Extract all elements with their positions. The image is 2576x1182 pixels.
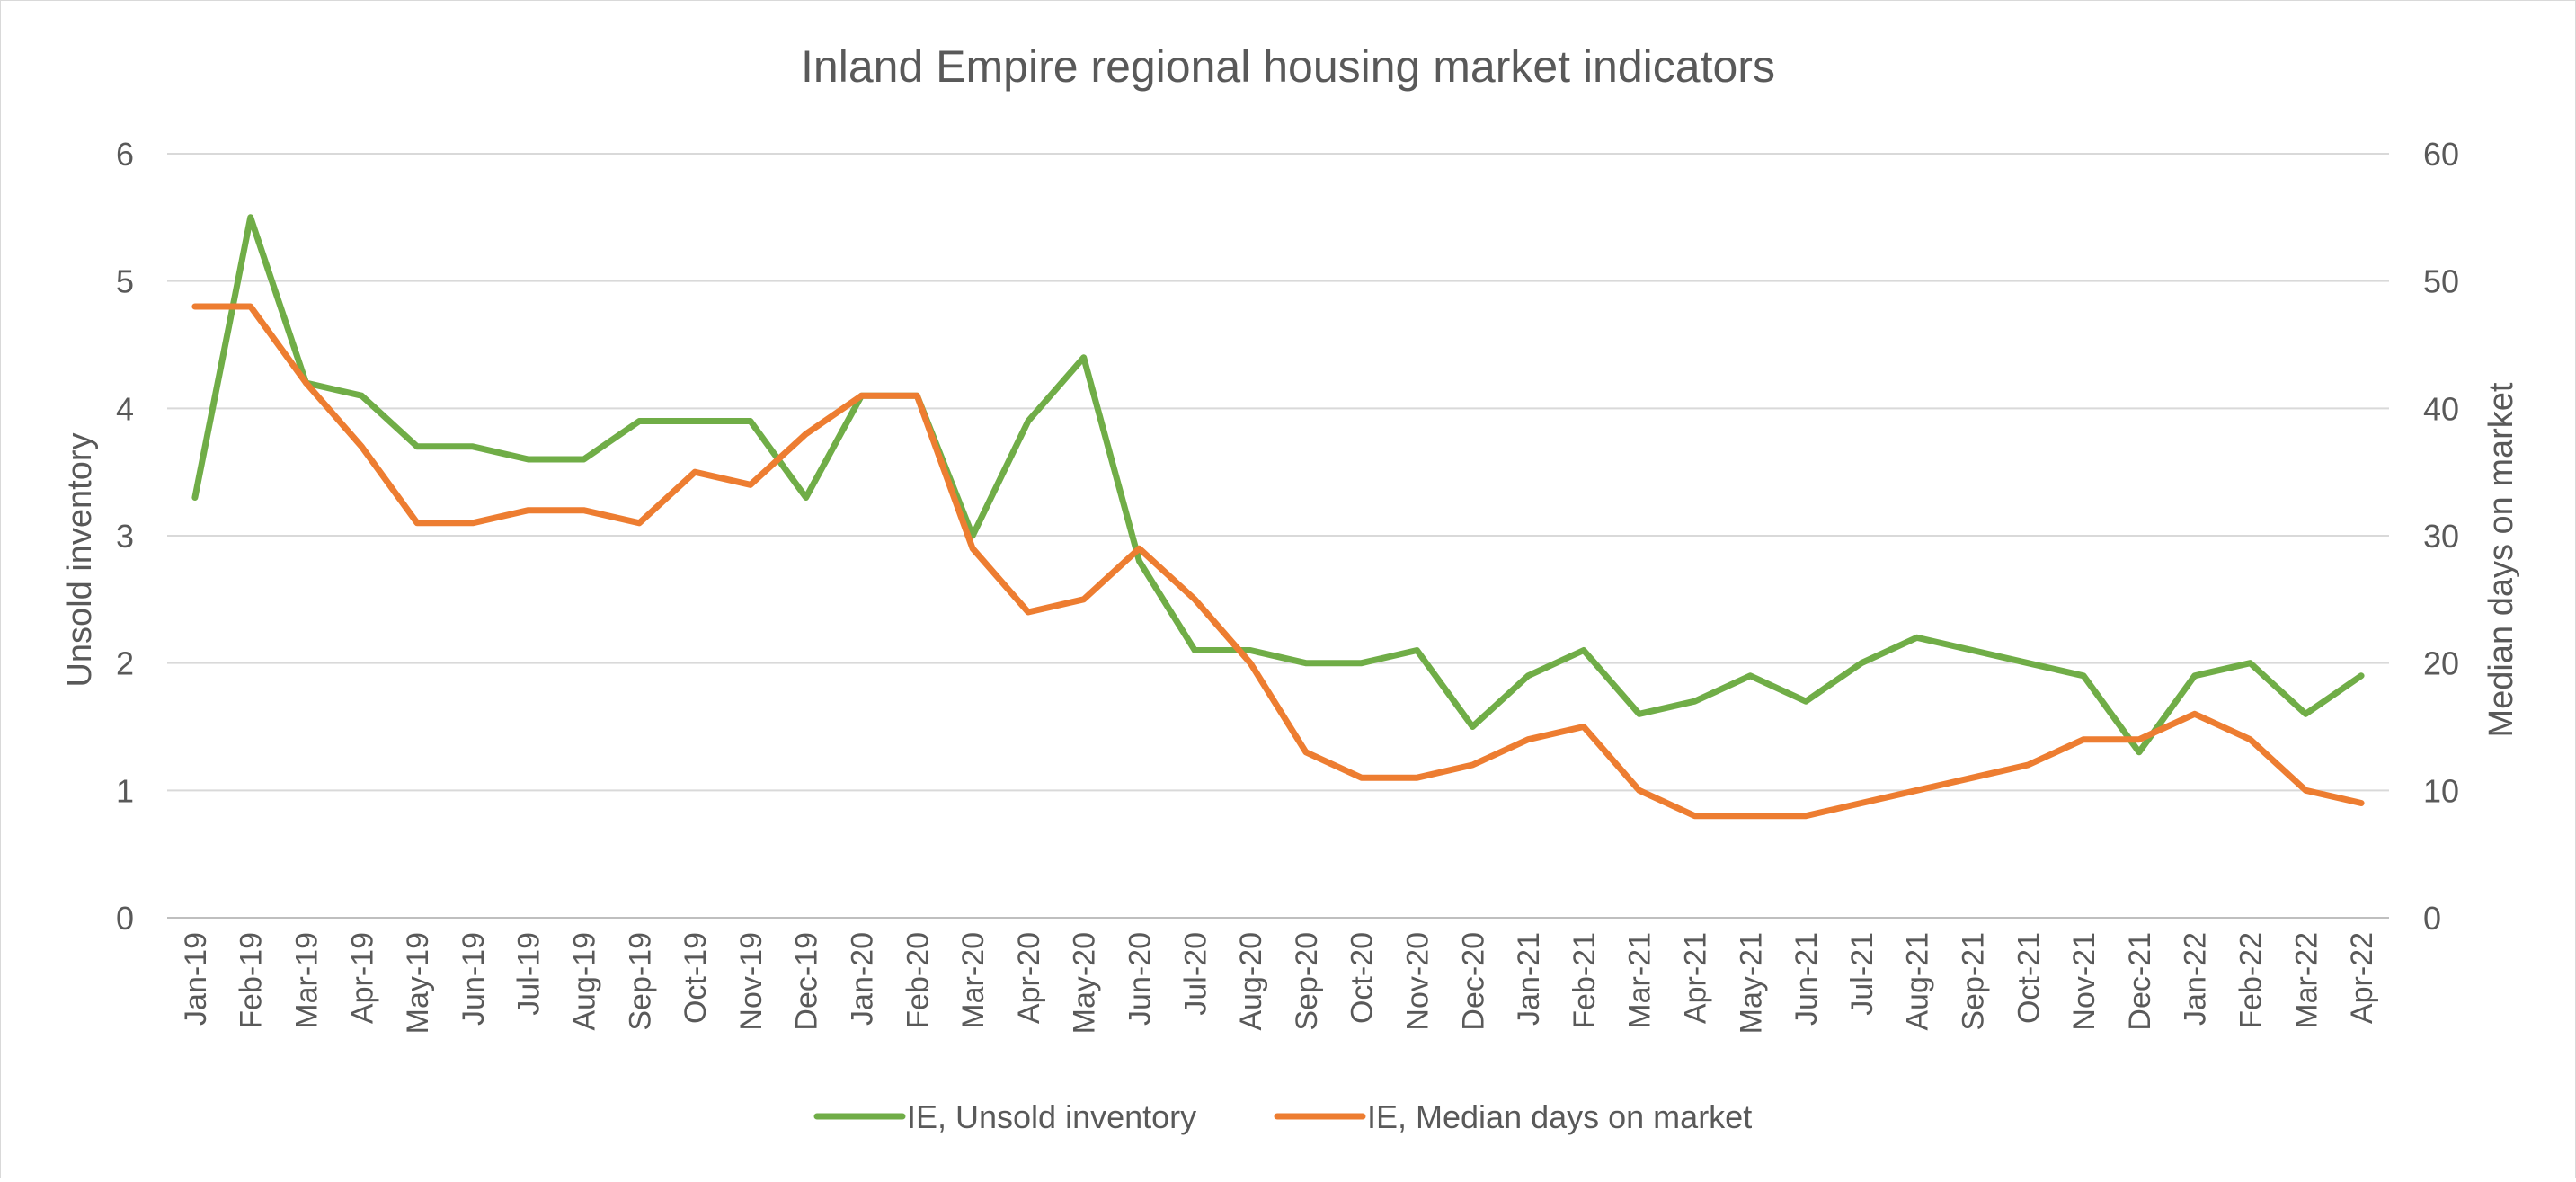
right-tick-label: 0 [2423,900,2441,937]
x-tick-label: Jun-21 [1790,932,1824,1026]
x-tick-label: May-19 [401,932,435,1034]
x-tick-label: Dec-20 [1456,932,1490,1031]
x-tick-label: Apr-20 [1012,932,1046,1024]
x-tick-label: Mar-20 [956,932,990,1029]
x-tick-label: Jun-19 [457,932,491,1026]
x-tick-label: Jun-20 [1124,932,1158,1026]
x-tick-label: Sep-21 [1957,932,1991,1031]
x-tick-label: May-20 [1068,932,1102,1034]
left-axis-ticks: 0 1 2 3 4 5 6 [116,136,134,937]
left-tick-label: 2 [116,645,134,682]
x-tick-label: Jan-21 [1512,932,1546,1026]
x-tick-label: May-21 [1734,932,1768,1034]
x-tick-label: Jan-19 [179,932,213,1026]
x-tick-label: Apr-21 [1679,932,1713,1024]
left-tick-label: 4 [116,390,134,427]
x-tick-label: Feb-19 [235,932,269,1029]
x-tick-label: Feb-22 [2234,932,2269,1029]
x-tick-label: Aug-21 [1901,932,1935,1031]
x-tick-label: Apr-22 [2345,932,2379,1024]
x-tick-label: Jan-20 [846,932,880,1026]
x-tick-label: Dec-21 [2123,932,2157,1031]
series-line-1 [191,214,2365,756]
right-tick-label: 50 [2423,263,2459,300]
x-tick-label: Apr-19 [345,932,379,1024]
right-tick-label: 40 [2423,390,2459,427]
right-tick-label: 30 [2423,518,2459,555]
x-tick-label: Jul-19 [512,932,546,1016]
x-tick-label: Oct-20 [1346,932,1380,1024]
left-tick-label: 6 [116,136,134,173]
series-line-2 [191,303,2365,820]
left-tick-label: 5 [116,263,134,300]
x-tick-label: Feb-21 [1568,932,1602,1029]
left-tick-label: 1 [116,772,134,809]
x-tick-label: Jul-20 [1178,932,1212,1016]
x-tick-label: Nov-20 [1401,932,1435,1031]
x-tick-label: Mar-21 [1623,932,1657,1029]
y-axis-label: Unsold inventory [61,432,99,687]
chart-title: Inland Empire regional housing market in… [801,41,1775,92]
x-tick-label: Aug-19 [568,932,602,1031]
x-tick-label: Mar-19 [290,932,324,1029]
x-tick-label: Feb-20 [901,932,935,1029]
x-tick-label: Aug-20 [1234,932,1268,1031]
x-tick-label: Sep-19 [623,932,657,1031]
legend: IE, Unsold inventory IE, Median days on m… [813,1098,1752,1135]
right-tick-label: 20 [2423,645,2459,682]
x-tick-label: Jan-22 [2179,932,2213,1026]
x-tick-label: Sep-20 [1290,932,1324,1031]
x-tick-label: Mar-22 [2289,932,2323,1029]
legend-label: IE, Unsold inventory [907,1098,1196,1135]
right-tick-label: 10 [2423,772,2459,809]
x-tick-label: Nov-21 [2067,932,2101,1031]
series-lines [191,214,2365,820]
gridlines [167,153,2389,792]
y2-axis-label: Median days on market [2483,382,2520,737]
right-tick-label: 60 [2423,136,2459,173]
right-axis-ticks: 0 10 20 30 40 50 60 [2423,136,2459,937]
x-axis-ticks: Jan-19 Feb-19 Mar-19 Apr-19 May-19 Jun-19 Jul-… [179,932,2379,1034]
x-tick-label: Dec-19 [790,932,824,1031]
x-tick-label: Oct-21 [2012,932,2046,1024]
legend-label: IE, Median days on market [1367,1098,1752,1135]
x-tick-label: Nov-19 [734,932,768,1031]
x-tick-label: Jul-21 [1845,932,1879,1016]
left-tick-label: 3 [116,518,134,555]
left-tick-label: 0 [116,900,134,937]
x-tick-label: Oct-19 [679,932,713,1024]
